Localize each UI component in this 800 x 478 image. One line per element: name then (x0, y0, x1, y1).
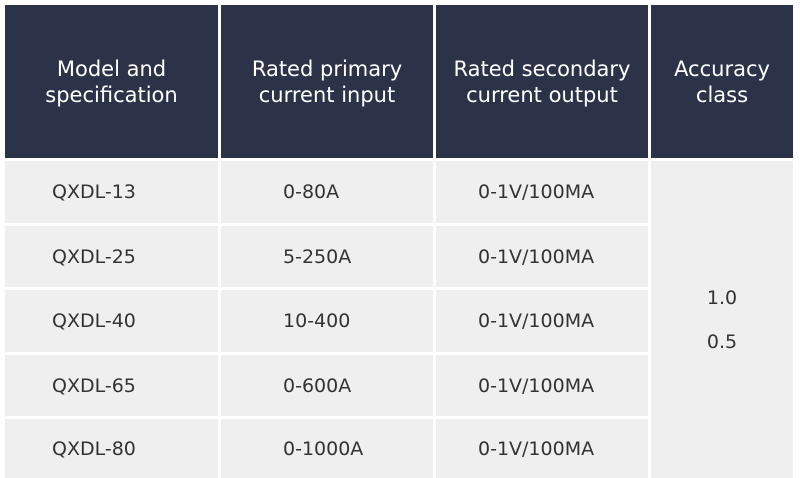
table-cell: QXDL-25 (5, 226, 218, 287)
header-text: current output (466, 82, 618, 107)
cell-text: 0-1V/100MA (478, 374, 595, 397)
header-text: current input (258, 82, 396, 107)
accuracy-cell: 1.0 0.5 (651, 161, 793, 478)
header-text: Model and (56, 56, 167, 81)
table-cell: 0-1V/100MA (436, 290, 648, 352)
cell-text: 5-250A (283, 245, 352, 268)
cell-text: 0-1V/100MA (478, 310, 595, 332)
cell-text: QXDL-80 (52, 437, 136, 460)
cell-text: 0-80A (283, 181, 340, 203)
table-cell: 0-1V/100MA (436, 419, 648, 478)
cell-text: QXDL-13 (52, 181, 136, 203)
table-cell: 5-250A (221, 226, 433, 287)
table-cell: QXDL-13 (5, 161, 218, 223)
cell-text: QXDL-40 (52, 310, 136, 332)
header-text: Rated primary (251, 56, 403, 81)
accuracy-text: 0.5 (706, 330, 738, 353)
cell-text: 0-600A (283, 374, 352, 397)
cell-text: 10-400 (283, 310, 351, 332)
table-cell: 0-600A (221, 355, 433, 416)
table-cell: QXDL-65 (5, 355, 218, 416)
table-cell: 0-1V/100MA (436, 161, 648, 223)
cell-text: 0-1V/100MA (478, 437, 595, 460)
table-cell: 0-1V/100MA (436, 226, 648, 287)
header-text: Accuracy (674, 56, 770, 81)
header-text: Rated secondary (453, 56, 631, 81)
header-text: class (695, 82, 749, 107)
table-cell: QXDL-40 (5, 290, 218, 352)
cell-text: QXDL-65 (52, 374, 136, 397)
accuracy-text: 1.0 (706, 286, 738, 309)
header-cell: Model and specification (5, 5, 218, 158)
table-cell: QXDL-80 (5, 419, 218, 478)
cell-text: 0-1V/100MA (478, 245, 595, 268)
cell-text: 0-1V/100MA (478, 181, 595, 203)
table-cell: 0-1000A (221, 419, 433, 478)
cell-text: QXDL-25 (52, 245, 136, 268)
cell-text: 0-1000A (283, 437, 364, 460)
header-text: specification (45, 82, 178, 107)
table-cell: 10-400 (221, 290, 433, 352)
header-cell: Rated secondary current output (436, 5, 648, 158)
table-cell: 0-80A (221, 161, 433, 223)
header-cell: Rated primary current input (221, 5, 433, 158)
header-cell: Accuracy class (651, 5, 793, 158)
table-cell: 0-1V/100MA (436, 355, 648, 416)
